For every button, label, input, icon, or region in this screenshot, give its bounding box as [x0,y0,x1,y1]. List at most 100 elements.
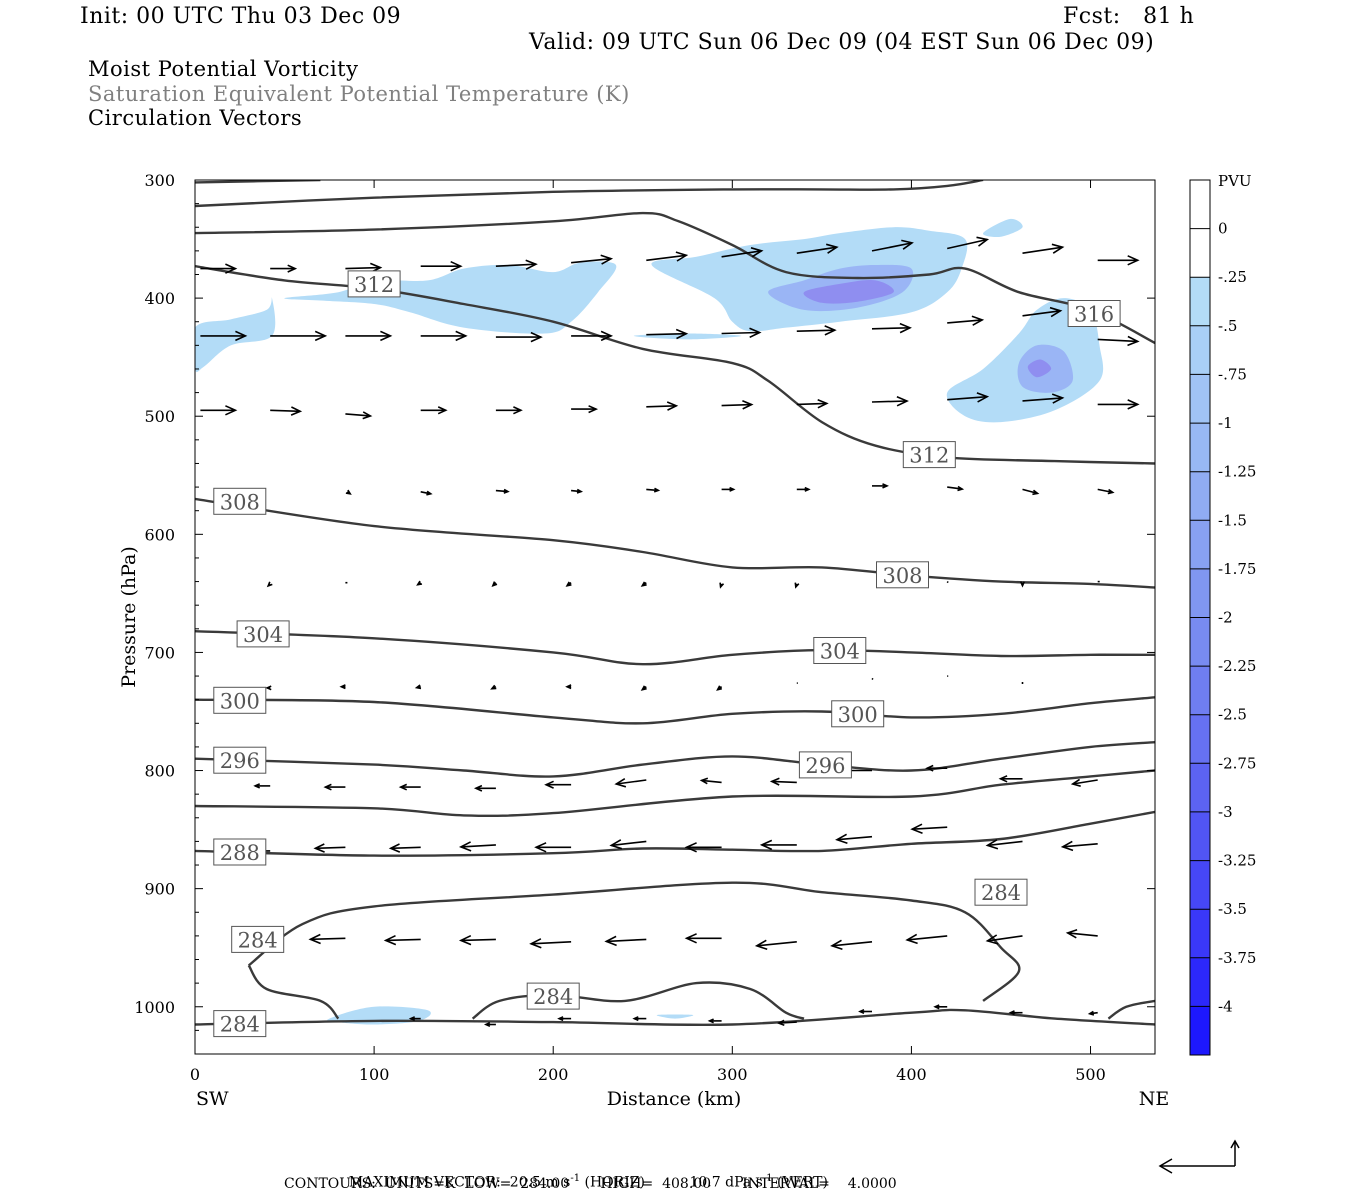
vector-head [729,486,736,492]
vector-shaft [1022,246,1063,254]
vector-head [754,939,768,951]
vector-103 [684,933,722,944]
colorbar-label-7: -1.75 [1218,560,1256,578]
vector-shaft [721,403,752,407]
vector-91 [684,842,722,853]
vector-head [1127,399,1140,410]
vector-3 [420,260,463,272]
vector-head [426,490,433,496]
vector-shaft [1072,779,1098,785]
vector-head [804,486,811,492]
contour-label-text: 304 [820,640,860,664]
colorbar-label-16: -4 [1218,997,1233,1015]
vector-54 [565,581,572,587]
vector-76 [473,784,496,792]
vector-80 [769,777,797,786]
vector-0 [200,263,238,274]
contour-label-box [798,751,852,779]
contour-292-6 [195,769,1155,818]
y-tick-label-800: 800 [144,762,175,781]
vector-10 [947,236,990,250]
vector-head [458,841,472,852]
title-pv: Moist Potential Vorticity [88,57,359,81]
colorbar-label-11: -2.75 [1218,754,1256,772]
vector-head [1019,581,1026,588]
colorbar-label-0: 0 [1218,220,1228,238]
vector-head [266,581,273,588]
vector-88 [458,841,496,852]
vector-shaft [646,254,687,262]
vector-head [794,582,800,589]
colorbar-band-15 [1190,909,1210,959]
contour-label-text: 308 [882,564,922,588]
vector-98 [308,933,346,945]
colorbar-label-6: -1.5 [1218,511,1247,529]
vector-head [525,259,538,270]
colorbar-band-2 [1190,277,1210,327]
contour-label-text: 296 [220,749,260,773]
vector-8 [796,243,839,254]
contour-label-box [347,270,401,298]
contour-label-308-11: 308 [213,487,267,515]
vector-head [925,764,934,772]
pv-region-1 [284,261,617,334]
vector-104 [754,939,797,951]
max-vector-label: MAXIMUM VECTOR: [348,1174,501,1191]
contour-label-layer: 284 284 284 284 288 296 296 300 300 304 304 308 308 3… [213,270,1121,1038]
vector-77 [544,780,572,789]
vector-48 [1022,488,1040,496]
vector-17 [495,331,543,343]
vector-shaft [1022,310,1061,317]
vector-106 [905,933,948,945]
vector-34 [796,398,829,409]
vector-86 [313,843,346,853]
vector-head [450,260,463,272]
contour-label-text: 316 [1074,303,1114,327]
contour-label-284-3: 284 [526,982,580,1010]
vector-head [1065,928,1078,939]
colorbar-label-13: -3.25 [1218,852,1256,870]
vector-shaft [571,257,612,264]
colorbar-label-14: -3.5 [1218,900,1247,918]
colorbar-label-4: -1 [1218,414,1233,432]
valid-time: Valid: 09 UTC Sun 06 Dec 09 (04 EST Sun … [529,30,1155,55]
vector-head [998,775,1008,783]
vector-shaft [345,266,381,270]
vector-head [544,780,554,789]
vector-head [675,328,689,340]
vector-head [345,489,352,495]
vector-head [323,783,332,791]
vector-31 [571,405,599,414]
vector-head [1008,1010,1015,1016]
vector-114 [776,1019,797,1026]
colorbar-band-12 [1190,763,1210,813]
vector-29 [420,406,448,415]
vector-shaft [495,489,508,493]
vector-12 [1097,255,1140,266]
vector-14 [270,330,328,342]
vector-shaft [611,840,647,847]
vector-head [769,777,780,786]
vector-shaft [606,938,647,943]
contour-label-box [213,838,267,866]
vector-head [383,934,397,946]
vector-shaft [947,395,988,401]
vector-89 [534,842,572,853]
x-tick-label-300: 300 [717,1065,748,1084]
vector-head [614,778,627,788]
vector-75 [398,783,421,791]
vector-head [473,784,483,792]
vector-head [609,839,623,850]
vector-96 [1060,840,1098,852]
vector-53 [491,581,498,588]
y-tick-label-500: 500 [144,407,175,426]
vector-head [653,487,661,493]
contour-label-box [236,620,290,648]
contour-label-box [526,982,580,1010]
colorbar-title: PVU [1218,172,1252,190]
contour-label-304-10: 304 [813,637,867,664]
contour-label-296-5: 296 [213,746,267,774]
max-vector-horiz-exponent: -1 [570,1173,581,1184]
contour-label-text: 312 [354,273,394,297]
y-tick-label-400: 400 [144,289,175,308]
